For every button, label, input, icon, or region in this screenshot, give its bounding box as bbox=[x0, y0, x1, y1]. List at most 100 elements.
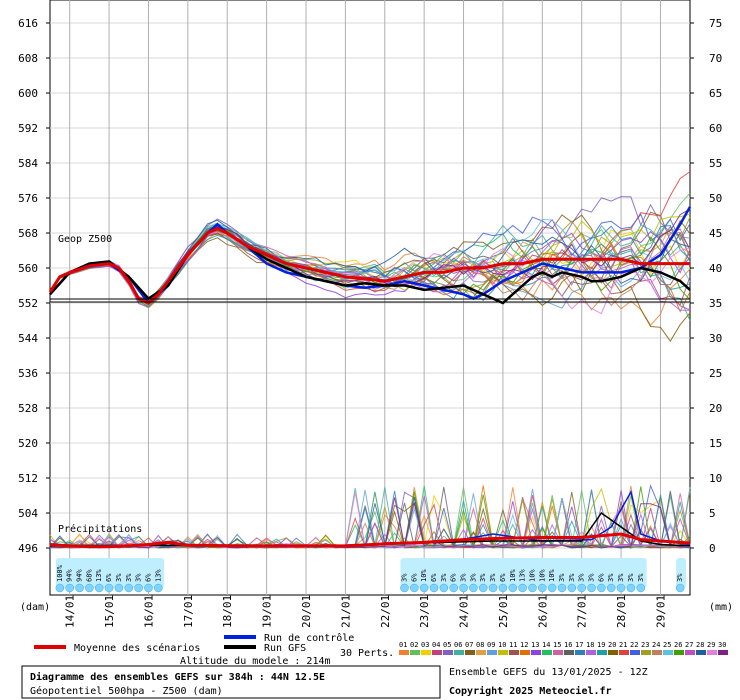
precip-drop-marker bbox=[154, 583, 163, 593]
grid bbox=[50, 0, 690, 595]
precip-drop-marker bbox=[577, 583, 586, 593]
perturbation-id: 23 bbox=[641, 641, 649, 649]
perturbation-id: 04 bbox=[432, 641, 440, 649]
right-tick-label: 55 bbox=[709, 157, 722, 170]
precip-drop-marker bbox=[400, 583, 409, 593]
precip-probability: 6% bbox=[450, 573, 458, 582]
precip-probability: 68% bbox=[85, 569, 93, 582]
right-tick-label: 65 bbox=[709, 87, 722, 100]
perturbation-swatch bbox=[641, 650, 651, 655]
precip-probabilities: 100% 94% 94% 68% 13% 6% 3% 3% 3% 6% 13% 3% 6% 10% 6% 3%… bbox=[55, 558, 686, 593]
right-unit: (mm) bbox=[709, 602, 733, 613]
altitude-label: Altitude du modele : 214m bbox=[180, 656, 331, 667]
x-tick-label: 15/01 bbox=[103, 595, 116, 628]
perturbation-id: 03 bbox=[421, 641, 429, 649]
legend-gfs-label: Run GFS bbox=[264, 643, 306, 654]
left-tick-label: 616 bbox=[18, 17, 38, 30]
precip-drop-marker bbox=[626, 583, 636, 593]
precip-drop-marker bbox=[469, 583, 478, 593]
precip-probability: 100% bbox=[56, 564, 64, 582]
precip-probability: 6% bbox=[144, 573, 152, 582]
precip-probability: 3% bbox=[568, 573, 576, 582]
x-tick-label: 17/01 bbox=[182, 595, 195, 628]
right-tick-label: 60 bbox=[709, 122, 722, 135]
legend: Moyenne des scénarios Run de contrôle Ru… bbox=[34, 632, 728, 667]
perturbation-swatch bbox=[707, 650, 717, 655]
precip-probability: 3% bbox=[489, 573, 497, 582]
precip-probability: 6% bbox=[597, 573, 605, 582]
perturbation-id: 22 bbox=[630, 641, 638, 649]
precip-probability: 94% bbox=[76, 569, 84, 582]
legend-mean-label: Moyenne des scénarios bbox=[74, 642, 200, 654]
precip-drop-marker bbox=[528, 583, 537, 593]
x-tick-label: 22/01 bbox=[379, 595, 392, 628]
perturbation-swatch bbox=[399, 650, 409, 655]
precip-drop-marker bbox=[144, 583, 153, 593]
precip-drop-marker bbox=[636, 583, 646, 593]
precip-probability: 3% bbox=[125, 573, 133, 582]
precip-probability: 10% bbox=[538, 569, 546, 582]
perturbation-swatch bbox=[443, 650, 453, 655]
perturbation-id: 25 bbox=[663, 641, 671, 649]
perturbation-id: 08 bbox=[476, 641, 484, 649]
precip-probability: 3% bbox=[607, 573, 615, 582]
precip-probability: 6% bbox=[410, 573, 418, 582]
prob-band bbox=[676, 558, 686, 588]
right-tick-label: 15 bbox=[709, 437, 722, 450]
x-tick-label: 28/01 bbox=[615, 595, 628, 628]
precip-probability: 3% bbox=[479, 573, 487, 582]
precip-probability: 3% bbox=[617, 573, 625, 582]
x-tick-label: 29/01 bbox=[654, 595, 667, 628]
right-tick-label: 0 bbox=[709, 542, 716, 555]
perturbation-swatch bbox=[674, 650, 684, 655]
perturbation-id: 15 bbox=[553, 641, 561, 649]
precip-drop-marker bbox=[498, 583, 508, 593]
precip-probability: 10% bbox=[420, 569, 428, 582]
right-tick-label: 35 bbox=[709, 297, 722, 310]
precip-drop-marker bbox=[410, 583, 419, 593]
chart-title: Diagramme des ensembles GEFS sur 384h : … bbox=[30, 671, 325, 683]
perturbation-swatch bbox=[586, 650, 596, 655]
geop-label: Geop Z500 bbox=[58, 234, 112, 245]
left-tick-label: 496 bbox=[18, 542, 38, 555]
precip-drop-marker bbox=[488, 583, 498, 593]
right-tick-label: 70 bbox=[709, 52, 722, 65]
perturbation-id: 07 bbox=[465, 641, 473, 649]
precip-probability: 6% bbox=[105, 573, 113, 582]
x-tick-label: 21/01 bbox=[339, 595, 352, 628]
perturbation-id: 16 bbox=[564, 641, 572, 649]
precip-probability: 3% bbox=[588, 573, 596, 582]
left-unit: (dam) bbox=[20, 602, 50, 613]
perturbation-swatch bbox=[597, 650, 607, 655]
precip-drop-marker bbox=[557, 583, 567, 593]
precip-drop-marker bbox=[518, 583, 527, 593]
prob-band bbox=[55, 558, 165, 588]
x-tick-label: 16/01 bbox=[142, 595, 155, 628]
perturbation-id: 14 bbox=[542, 641, 550, 649]
precip-drop-marker bbox=[75, 583, 84, 593]
perturbation-id: 27 bbox=[685, 641, 693, 649]
precip-drop-marker bbox=[449, 583, 458, 593]
precip-drop-marker bbox=[547, 583, 557, 593]
perturbation-swatch bbox=[465, 650, 475, 655]
left-tick-label: 504 bbox=[18, 507, 38, 520]
prob-band bbox=[400, 558, 647, 588]
perturbation-swatch bbox=[553, 650, 563, 655]
precip-drop-marker bbox=[616, 583, 626, 593]
mean-precip-line bbox=[49, 532, 691, 549]
perturbation-id: 18 bbox=[586, 641, 594, 649]
perturbation-id: 10 bbox=[498, 641, 506, 649]
perturbation-swatch bbox=[696, 650, 706, 655]
precip-drop-marker bbox=[478, 583, 488, 593]
precip-drop-marker bbox=[419, 583, 429, 593]
precip-probability: 6% bbox=[430, 573, 438, 582]
perturbation-swatch bbox=[663, 650, 673, 655]
precip-probability: 3% bbox=[135, 573, 143, 582]
perturbation-id: 29 bbox=[707, 641, 715, 649]
precip-drop-marker bbox=[675, 583, 685, 593]
right-tick-label: 50 bbox=[709, 192, 722, 205]
perturbation-id: 11 bbox=[509, 641, 517, 649]
right-tick-label: 40 bbox=[709, 262, 722, 275]
copyright: Copyright 2025 Meteociel.fr bbox=[449, 685, 612, 697]
precip-drop-marker bbox=[429, 583, 439, 593]
